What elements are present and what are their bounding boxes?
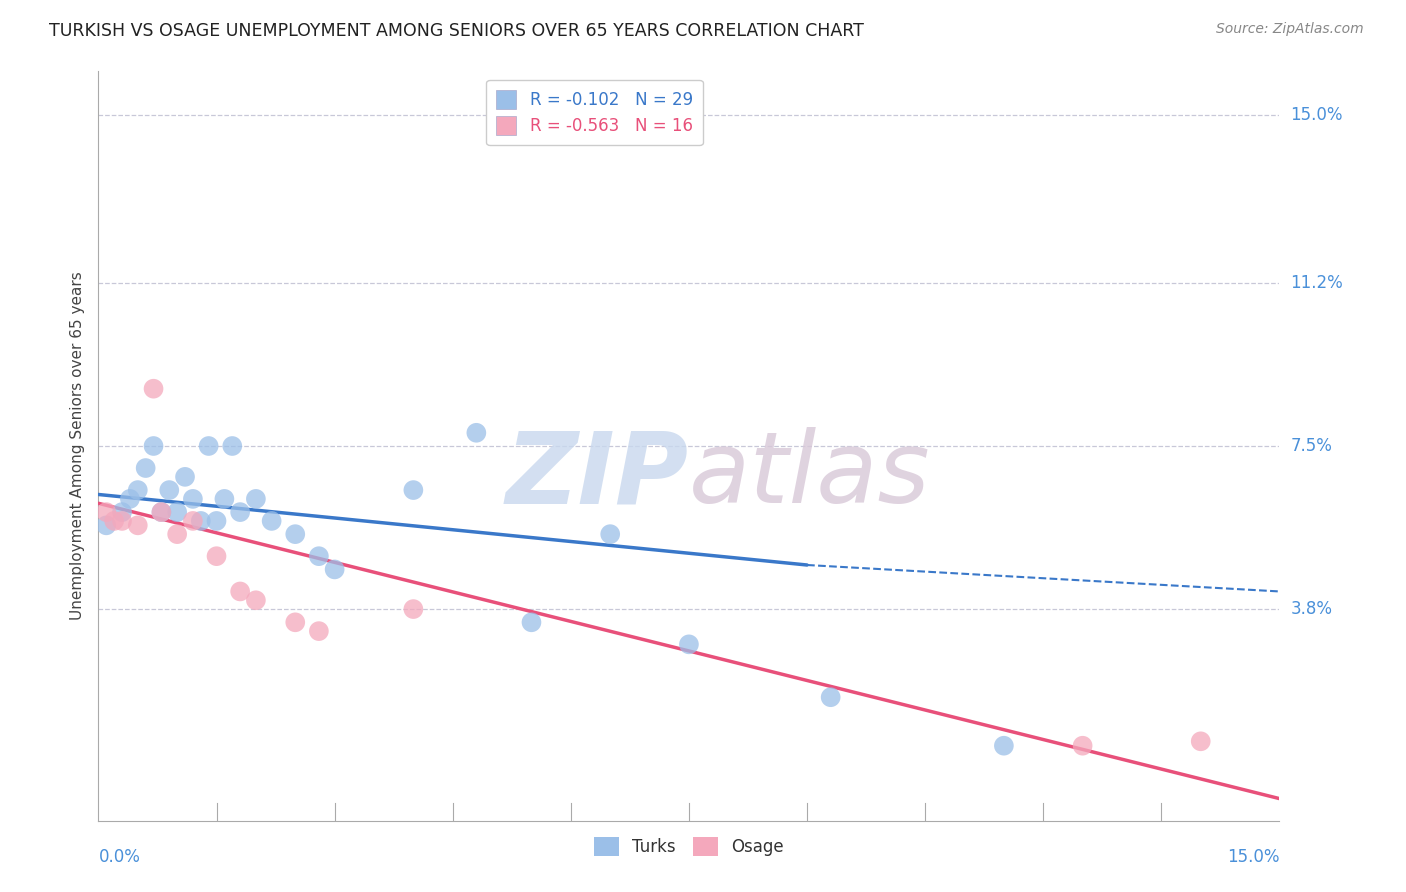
Point bbox=[284, 615, 307, 630]
Point bbox=[993, 739, 1015, 753]
Text: 11.2%: 11.2% bbox=[1291, 274, 1343, 292]
Text: ZIP: ZIP bbox=[506, 427, 689, 524]
Point bbox=[214, 491, 236, 506]
Point bbox=[221, 439, 243, 453]
Legend: Turks, Osage: Turks, Osage bbox=[586, 829, 792, 864]
Point bbox=[190, 514, 212, 528]
Point bbox=[174, 470, 197, 484]
Point bbox=[402, 483, 425, 497]
Point bbox=[1071, 739, 1094, 753]
Point bbox=[127, 483, 149, 497]
Point bbox=[150, 505, 173, 519]
Point bbox=[678, 637, 700, 651]
Point bbox=[118, 491, 141, 506]
Text: 7.5%: 7.5% bbox=[1291, 437, 1333, 455]
Point bbox=[157, 483, 180, 497]
Text: 15.0%: 15.0% bbox=[1227, 848, 1279, 866]
Point bbox=[260, 514, 283, 528]
Point bbox=[142, 439, 165, 453]
Text: 15.0%: 15.0% bbox=[1291, 106, 1343, 125]
Point bbox=[599, 527, 621, 541]
Text: 0.0%: 0.0% bbox=[98, 848, 141, 866]
Point bbox=[820, 690, 842, 705]
Point bbox=[142, 382, 165, 396]
Point bbox=[205, 514, 228, 528]
Point bbox=[135, 461, 157, 475]
Point bbox=[402, 602, 425, 616]
Point bbox=[245, 593, 267, 607]
Point bbox=[111, 514, 134, 528]
Point bbox=[166, 527, 188, 541]
Point bbox=[308, 624, 330, 639]
Point bbox=[96, 505, 118, 519]
Point bbox=[229, 584, 252, 599]
Y-axis label: Unemployment Among Seniors over 65 years: Unemployment Among Seniors over 65 years bbox=[69, 272, 84, 620]
Point bbox=[127, 518, 149, 533]
Text: TURKISH VS OSAGE UNEMPLOYMENT AMONG SENIORS OVER 65 YEARS CORRELATION CHART: TURKISH VS OSAGE UNEMPLOYMENT AMONG SENI… bbox=[49, 22, 865, 40]
Text: Source: ZipAtlas.com: Source: ZipAtlas.com bbox=[1216, 22, 1364, 37]
Point bbox=[284, 527, 307, 541]
Point bbox=[181, 514, 204, 528]
Point bbox=[245, 491, 267, 506]
Point bbox=[150, 505, 173, 519]
Point bbox=[1189, 734, 1212, 748]
Point bbox=[323, 562, 346, 576]
Point bbox=[181, 491, 204, 506]
Point bbox=[96, 518, 118, 533]
Point bbox=[520, 615, 543, 630]
Point bbox=[205, 549, 228, 564]
Point bbox=[308, 549, 330, 564]
Point bbox=[111, 505, 134, 519]
Point bbox=[166, 505, 188, 519]
Point bbox=[103, 514, 125, 528]
Point bbox=[465, 425, 488, 440]
Point bbox=[197, 439, 219, 453]
Point bbox=[229, 505, 252, 519]
Text: 3.8%: 3.8% bbox=[1291, 600, 1333, 618]
Text: atlas: atlas bbox=[689, 427, 931, 524]
